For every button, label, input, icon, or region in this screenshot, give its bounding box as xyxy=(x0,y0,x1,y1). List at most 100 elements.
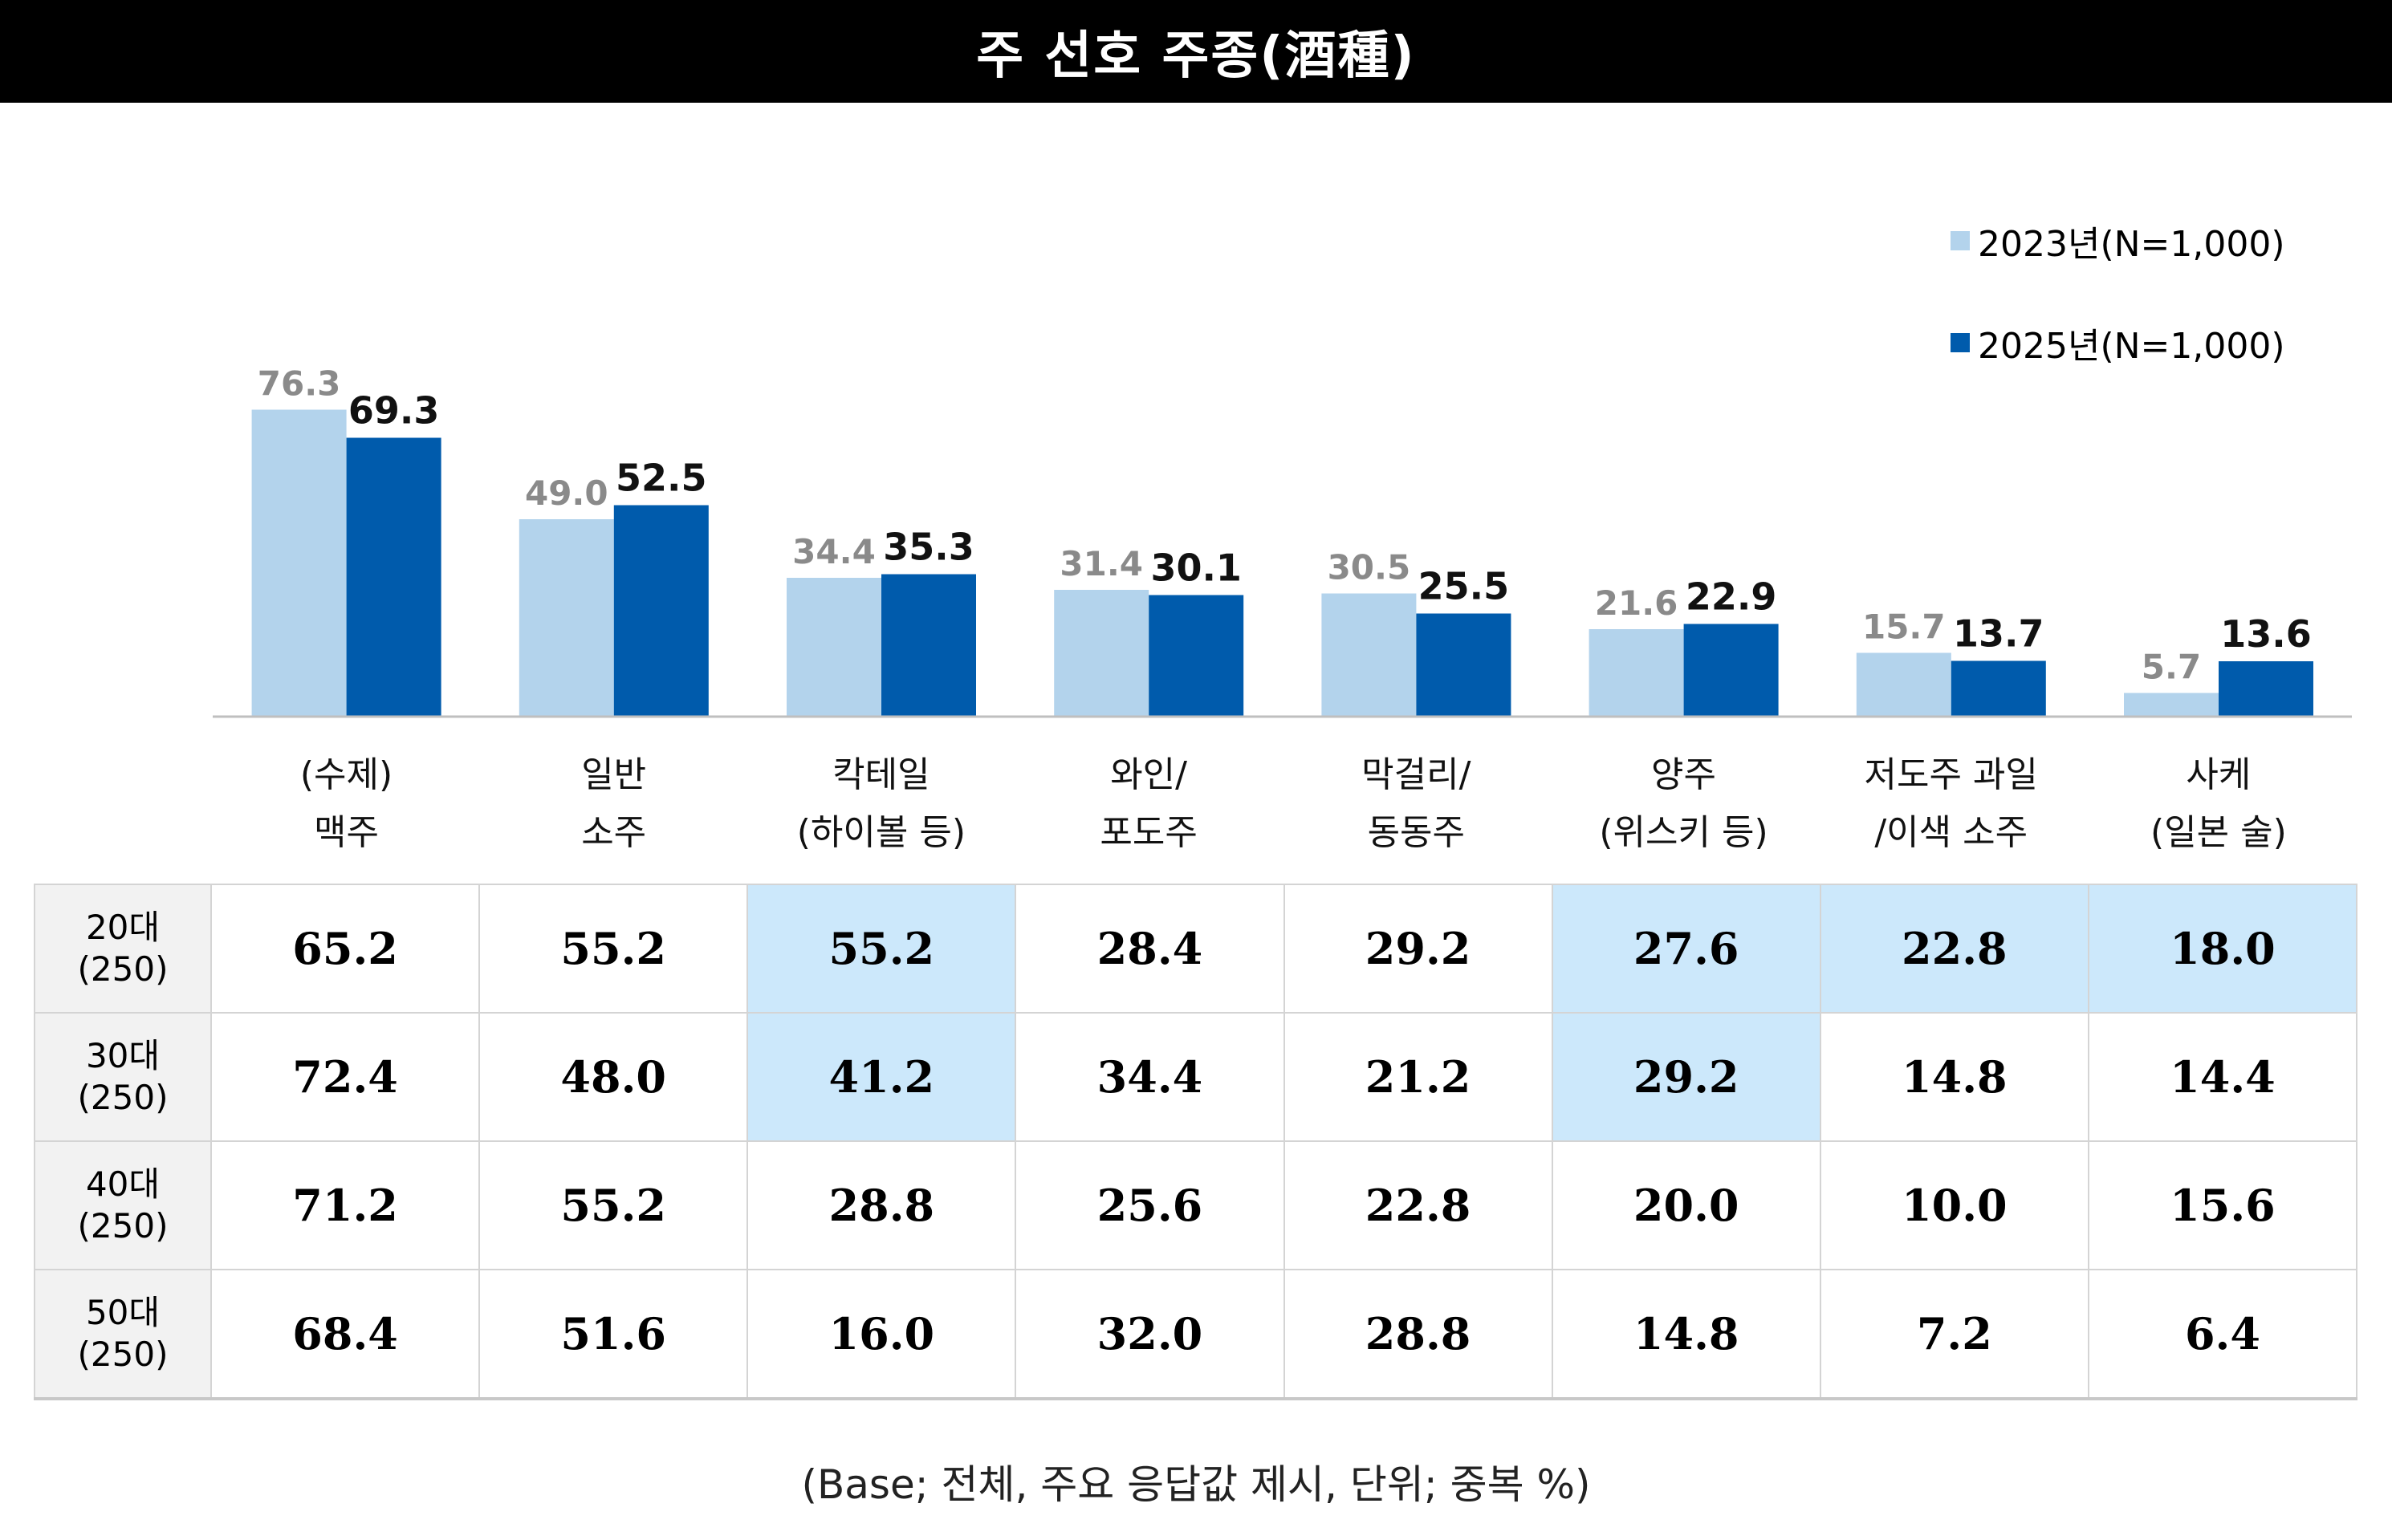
row-header-line: (250) xyxy=(77,949,169,989)
legend-label-2023: 2023년(N=1,000) xyxy=(1978,224,2285,265)
data-label-2023-3: 31.4 xyxy=(1060,544,1143,583)
bar-2023-0 xyxy=(251,409,347,716)
category-label-line: 저도주 과일 xyxy=(1864,754,2038,795)
bar-2023-4 xyxy=(1321,593,1417,716)
data-label-2025-2: 35.3 xyxy=(883,526,974,569)
age-breakdown-table: 20대 (250) 65.2 55.2 55.2 28.4 29.2 27.6 22.8 18.0… xyxy=(34,884,2358,1400)
data-label-2023-6: 15.7 xyxy=(1862,607,1946,647)
table-cell: 7.2 xyxy=(1819,1269,2089,1400)
bar-2025-6 xyxy=(1951,660,2046,716)
data-label-2025-3: 30.1 xyxy=(1150,547,1242,590)
table-cell: 65.2 xyxy=(210,884,481,1014)
bar-2023-3 xyxy=(1054,590,1149,716)
row-header-line: (250) xyxy=(77,1335,169,1374)
table-cell: 29.2 xyxy=(1551,1012,1821,1142)
table-cell: 51.6 xyxy=(478,1269,749,1400)
table-cell: 28.4 xyxy=(1015,884,1285,1014)
legend-item-2023: 2023년(N=1,000) xyxy=(1951,215,2285,266)
category-label-line: 막걸리/ xyxy=(1361,754,1471,795)
data-label-2023-0: 76.3 xyxy=(258,364,341,404)
row-header-line: 30대 xyxy=(85,1036,161,1075)
legend-item-2025: 2025년(N=1,000) xyxy=(1951,317,2285,368)
category-label-line: (하이볼 등) xyxy=(796,812,966,853)
category-label-5: 양주 (위스키 등) xyxy=(1550,746,1817,862)
category-label-7: 사케 (일본 술) xyxy=(2085,746,2352,862)
category-label-line: 일반 xyxy=(581,754,647,795)
table-cell: 48.0 xyxy=(478,1012,749,1142)
category-label-line: 와인/ xyxy=(1110,754,1187,795)
category-label-line: (수제) xyxy=(299,754,393,795)
bar-2023-2 xyxy=(787,578,881,716)
bar-2025-5 xyxy=(1683,624,1779,716)
chart-title: 주 선호 주종(酒種) xyxy=(976,26,1416,86)
category-label-6: 저도주 과일/이색 소주 xyxy=(1817,746,2085,862)
table-cell: 34.4 xyxy=(1015,1012,1285,1142)
footnote: (Base; 전체, 주요 응답값 제시, 단위; 중복 %) xyxy=(801,1461,1591,1508)
table-cell: 55.2 xyxy=(478,884,749,1014)
table-cell: 14.8 xyxy=(1819,1012,2089,1142)
table-cell: 27.6 xyxy=(1551,884,1821,1014)
category-label-line: /이색 소주 xyxy=(1874,812,2028,853)
row-header-line: 20대 xyxy=(85,908,161,947)
data-label-2025-5: 22.9 xyxy=(1686,575,1777,619)
data-label-2025-6: 13.7 xyxy=(1953,612,2044,656)
table-cell: 68.4 xyxy=(210,1269,481,1400)
table-cell: 10.0 xyxy=(1819,1140,2089,1270)
bar-2023-7 xyxy=(2124,693,2219,716)
table-cell: 32.0 xyxy=(1015,1269,1285,1400)
legend-swatch-2025 xyxy=(1951,333,1970,352)
bar-2025-0 xyxy=(346,437,441,716)
table-row: 40대 (250) 71.2 55.2 28.8 25.6 22.8 20.0 10.0 15.6 xyxy=(34,1140,2358,1270)
data-label-2025-1: 52.5 xyxy=(616,457,707,500)
table-cell: 20.0 xyxy=(1551,1140,1821,1270)
table-cell: 28.8 xyxy=(746,1140,1017,1270)
table-cell: 21.2 xyxy=(1283,1012,1553,1142)
table-cell: 15.6 xyxy=(2087,1140,2358,1270)
data-label-2025-7: 13.6 xyxy=(2220,612,2312,656)
bar-2025-2 xyxy=(881,574,976,716)
data-label-2023-7: 5.7 xyxy=(2142,648,2201,687)
category-label-line: 소주 xyxy=(581,812,647,853)
bar-2025-7 xyxy=(2219,661,2313,716)
table-cell: 28.8 xyxy=(1283,1269,1553,1400)
table-cell: 72.4 xyxy=(210,1012,481,1142)
table-cell: 22.8 xyxy=(1283,1140,1553,1270)
table-row: 50대 (250) 68.4 51.6 16.0 32.0 28.8 14.8 7.2 6.4 xyxy=(34,1269,2358,1400)
row-header-line: (250) xyxy=(77,1206,169,1245)
table-cell: 55.2 xyxy=(478,1140,749,1270)
category-label-line: 양주 xyxy=(1651,754,1716,795)
category-label-line: (일본 술) xyxy=(2150,812,2287,853)
row-header: 30대 (250) xyxy=(34,1012,212,1142)
legend-label-2025: 2025년(N=1,000) xyxy=(1978,326,2285,367)
data-label-2023-4: 30.5 xyxy=(1328,548,1411,587)
title-bar: 주 선호 주종(酒種) xyxy=(0,0,2392,103)
table-cell: 18.0 xyxy=(2087,884,2358,1014)
table-cell: 16.0 xyxy=(746,1269,1017,1400)
table-cell: 41.2 xyxy=(746,1012,1017,1142)
bar-2025-3 xyxy=(1149,595,1244,716)
table-cell: 55.2 xyxy=(746,884,1017,1014)
bar-2023-5 xyxy=(1589,629,1684,716)
table-cell: 25.6 xyxy=(1015,1140,1285,1270)
data-label-2025-4: 25.5 xyxy=(1418,565,1510,608)
row-header: 50대 (250) xyxy=(34,1269,212,1400)
row-header-line: 50대 xyxy=(85,1293,161,1332)
data-label-2023-2: 34.4 xyxy=(792,532,876,571)
bar-2025-1 xyxy=(613,505,709,716)
category-label-line: 포도주 xyxy=(1100,812,1198,853)
row-header-line: (250) xyxy=(77,1078,169,1117)
table-cell: 29.2 xyxy=(1283,884,1553,1014)
table-cell: 6.4 xyxy=(2087,1269,2358,1400)
row-header: 20대 (250) xyxy=(34,884,212,1014)
table-row: 30대 (250) 72.4 48.0 41.2 34.4 21.2 29.2 14.8 14.4 xyxy=(34,1012,2358,1142)
category-label-line: 사케 xyxy=(2186,754,2252,795)
row-header-line: 40대 xyxy=(85,1164,161,1204)
bars-layer: 76.369.3 49.0 52.5 34.4 35.3 31.4 30.1 30.5 25.5… xyxy=(251,364,2313,716)
category-label-line: 동동주 xyxy=(1367,812,1466,853)
category-label-0: (수제) 맥주 xyxy=(213,746,480,862)
table-cell: 14.4 xyxy=(2087,1012,2358,1142)
category-label-line: 칵테일 xyxy=(832,754,930,795)
table-cell: 14.8 xyxy=(1551,1269,1821,1400)
